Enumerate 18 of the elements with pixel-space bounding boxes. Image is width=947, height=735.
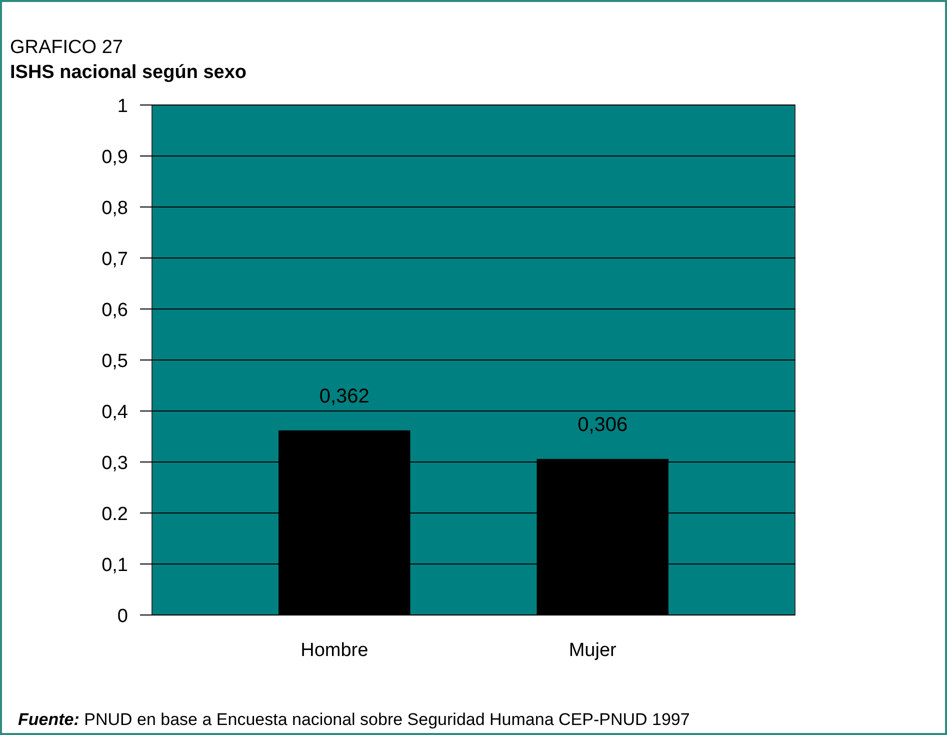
x-tick-label: Mujer [568,640,618,661]
y-tick-label: 0,8 [102,198,128,219]
y-tick-label: 0,4 [102,402,128,423]
y-tick-label: 0 [117,606,128,627]
y-tick-label: 0,9 [102,147,128,168]
y-tick-label: 1 [117,96,128,117]
x-tick-label: Hombre [300,640,368,661]
chart-subtitle: ISHS nacional según sexo [10,62,247,83]
y-tick-label: 0,3 [102,453,128,474]
chart-title: GRAFICO 27 [10,37,123,58]
y-tick-label: 0,5 [102,351,128,372]
data-label: 0,362 [319,385,370,408]
data-label: 0,306 [578,414,628,436]
y-tick-label: 0,6 [102,300,128,321]
y-tick-label: 0,7 [102,249,128,270]
y-tick-label: 0.2 [102,504,128,525]
source-note: Fuente: PNUD en base a Encuesta nacional sobre Seguridad Humana CEP-PNUD 1997 [18,710,690,729]
y-tick-label: 0,1 [102,555,128,576]
